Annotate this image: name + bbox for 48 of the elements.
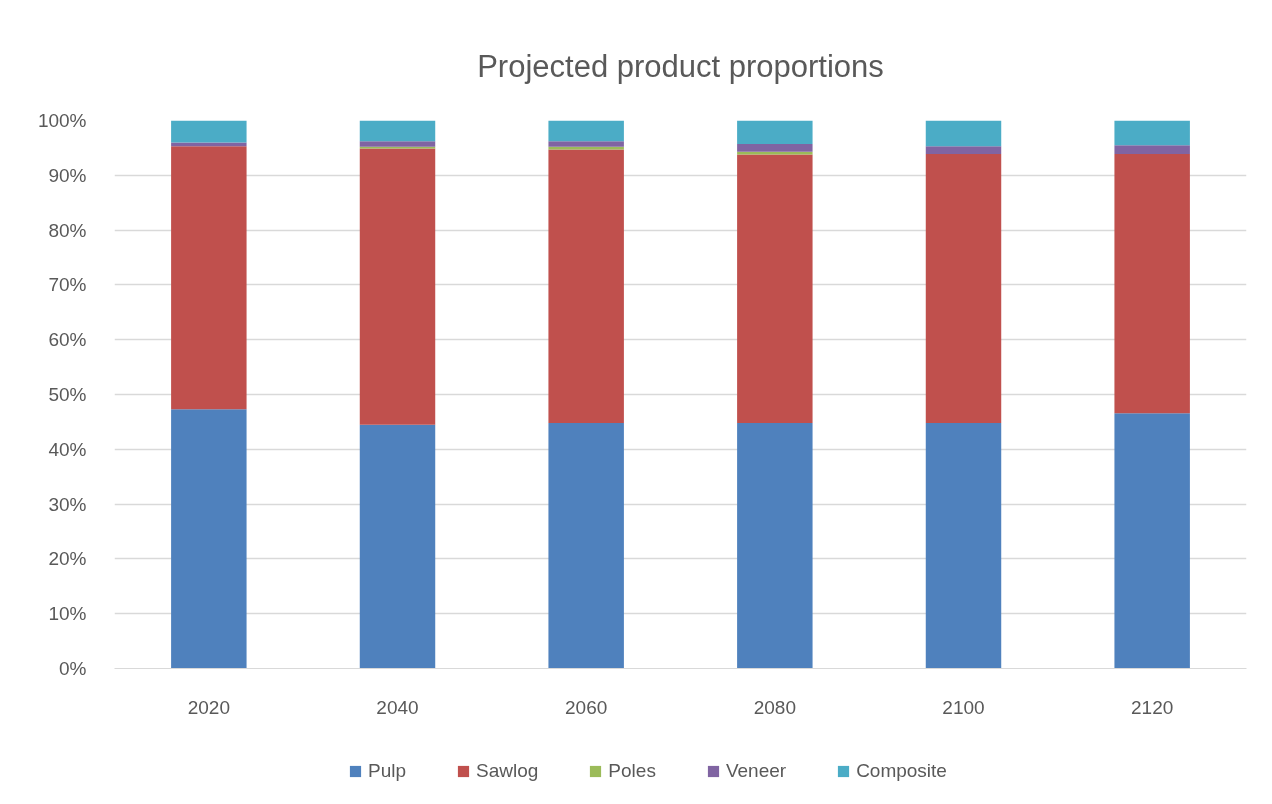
bar xyxy=(737,144,813,152)
y-tick-label: 50% xyxy=(48,384,87,405)
x-tick-label: 2020 xyxy=(187,696,230,718)
y-tick-label: 90% xyxy=(48,164,87,186)
legend-label: Pulp xyxy=(368,760,407,782)
y-tick-label: 0% xyxy=(59,658,87,679)
bar xyxy=(548,149,624,423)
bar xyxy=(548,146,624,150)
x-tick-label: 2040 xyxy=(376,696,419,718)
x-tick-label: 2080 xyxy=(753,696,796,718)
bar xyxy=(359,120,436,142)
bar xyxy=(548,141,624,147)
x-tick-label: 2120 xyxy=(1131,696,1174,718)
legend-label: Poles xyxy=(608,760,656,782)
bar xyxy=(1114,413,1190,669)
x-tick-label: 2060 xyxy=(565,696,608,718)
y-tick-label: 10% xyxy=(48,603,87,625)
bar xyxy=(171,142,247,147)
y-tick-label: 30% xyxy=(48,493,87,515)
bar xyxy=(171,146,247,410)
bar xyxy=(171,409,247,669)
bar xyxy=(925,153,1002,423)
bar xyxy=(548,120,624,142)
bar xyxy=(737,120,813,145)
bar xyxy=(1114,153,1190,414)
y-tick-label: 100% xyxy=(37,110,87,131)
bar xyxy=(548,423,624,669)
y-tick-label: 20% xyxy=(48,548,87,570)
bar xyxy=(359,141,436,147)
legend-label: Sawlog xyxy=(476,760,539,782)
bar xyxy=(925,120,1002,147)
bar xyxy=(925,423,1002,669)
legend-label: Composite xyxy=(856,760,947,782)
y-tick-label: 60% xyxy=(48,329,87,351)
bar xyxy=(1114,145,1190,154)
y-tick-label: 70% xyxy=(48,274,87,296)
bar xyxy=(925,146,1002,154)
bar xyxy=(1114,120,1190,146)
bar xyxy=(359,424,436,669)
bar xyxy=(171,120,247,143)
legend-label: Veneer xyxy=(725,760,787,782)
bar xyxy=(359,148,436,425)
bar xyxy=(737,423,813,669)
bar xyxy=(737,154,813,423)
y-tick-label: 80% xyxy=(48,219,87,241)
x-tick-label: 2100 xyxy=(942,696,985,718)
chart-title: Projected product proportions xyxy=(477,48,884,84)
y-tick-label: 40% xyxy=(48,438,87,460)
